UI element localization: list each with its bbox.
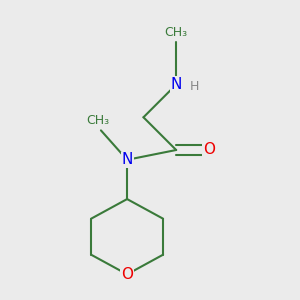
Text: CH₃: CH₃ [86, 114, 109, 127]
Text: O: O [203, 142, 215, 158]
Text: CH₃: CH₃ [165, 26, 188, 39]
Text: H: H [190, 80, 199, 93]
Text: N: N [122, 152, 133, 167]
Text: N: N [170, 77, 182, 92]
Text: O: O [121, 267, 133, 282]
